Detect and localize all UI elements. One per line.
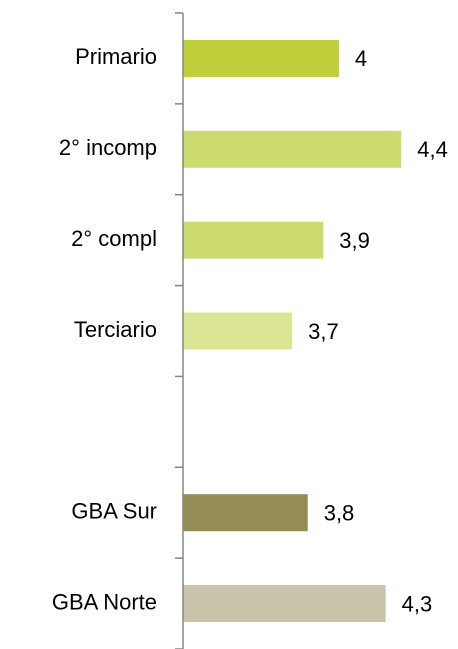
- category-label: Terciario: [74, 317, 157, 342]
- bar: [183, 221, 324, 259]
- bar: [183, 494, 308, 532]
- value-label: 4: [355, 46, 367, 71]
- category-label: 2° incomp: [59, 135, 157, 160]
- value-label: 4,4: [417, 137, 448, 162]
- category-label: GBA Norte: [52, 589, 157, 614]
- bar: [183, 130, 402, 168]
- category-label: GBA Sur: [71, 499, 157, 524]
- bar: [183, 585, 386, 623]
- bar: [183, 39, 339, 77]
- value-label: 3,9: [339, 228, 370, 253]
- category-label: Primario: [75, 44, 157, 69]
- value-label: 3,8: [324, 501, 355, 526]
- bar: [183, 312, 293, 350]
- value-label: 4,3: [402, 591, 433, 616]
- category-label: 2° compl: [71, 226, 157, 251]
- value-label: 3,7: [308, 319, 339, 344]
